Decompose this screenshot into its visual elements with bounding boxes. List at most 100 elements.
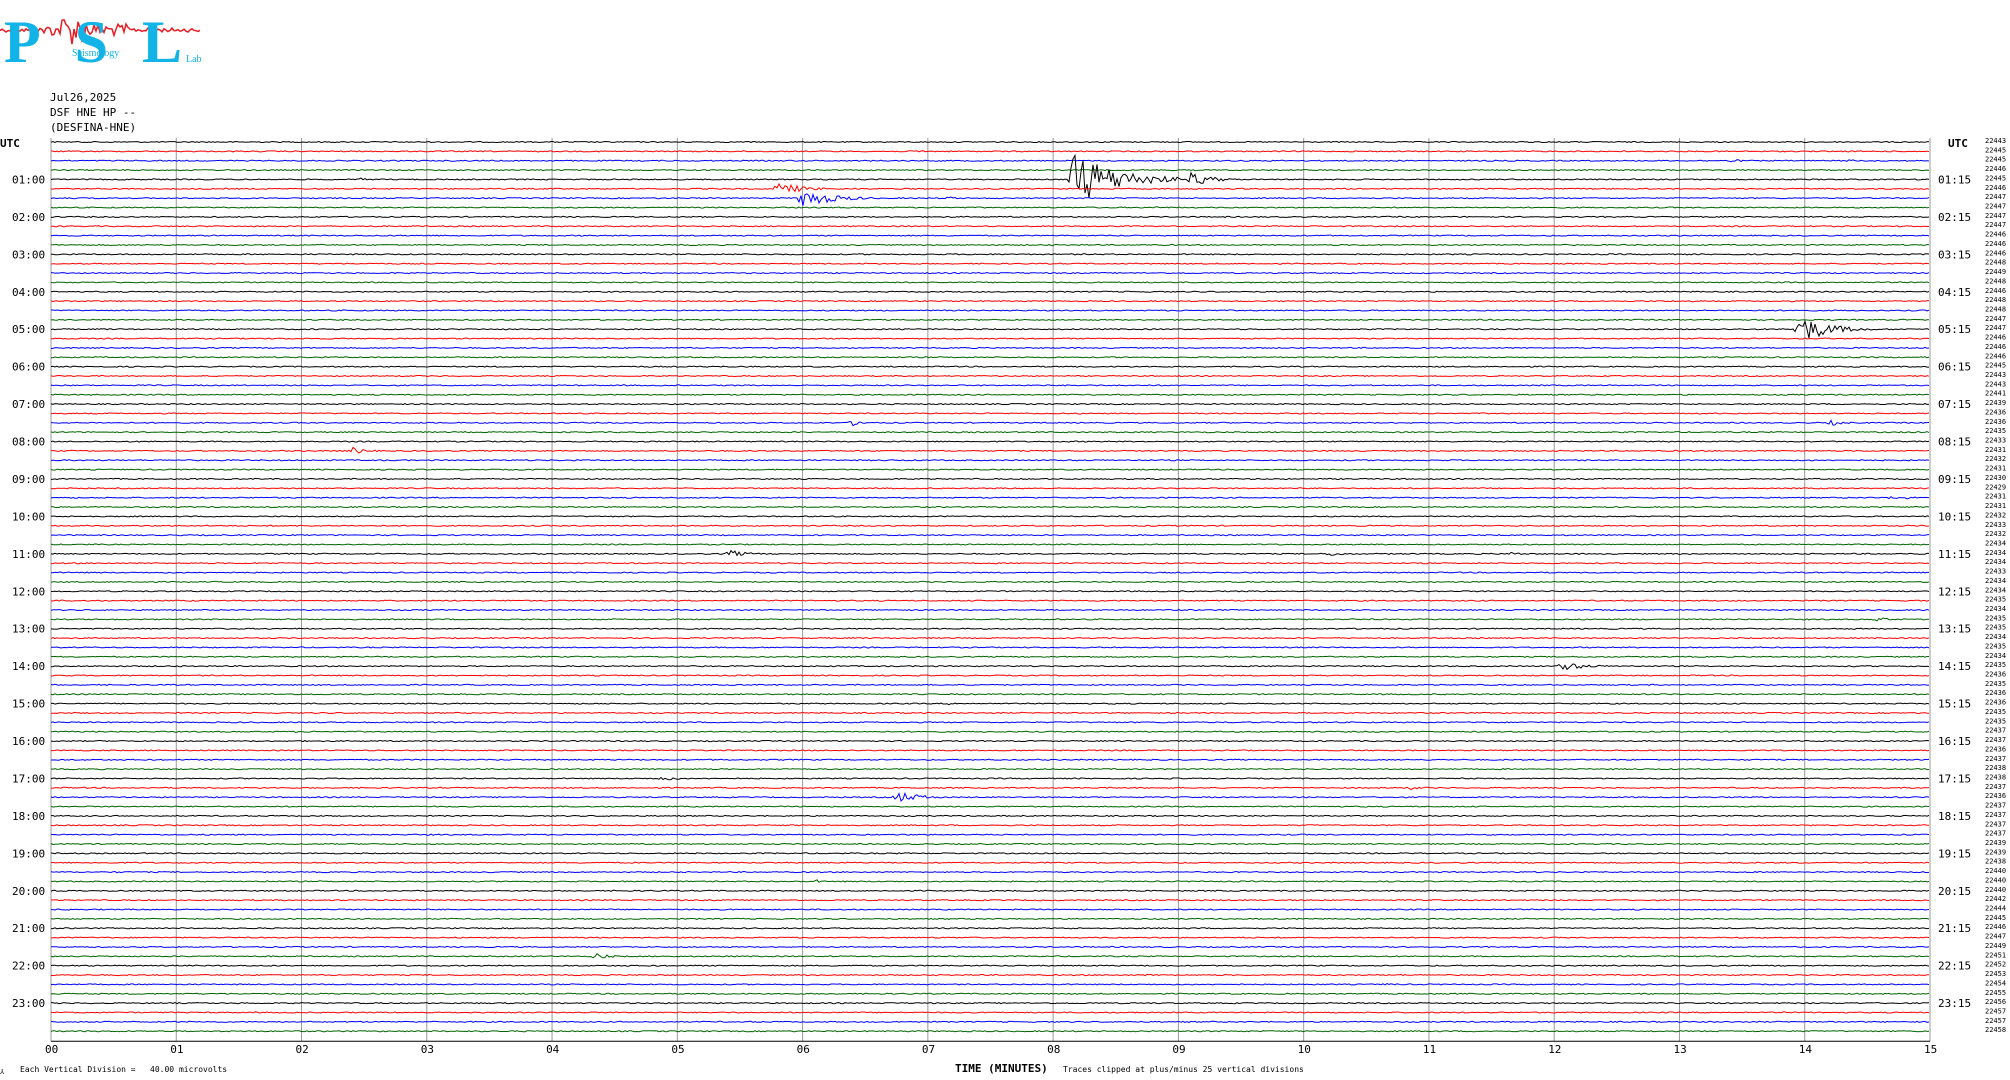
left-hour-label: 16:00 [12,735,45,748]
trace-rms-value: 22435 [1985,642,2006,650]
right-hour-label: 12:15 [1938,585,1971,598]
seismic-trace [50,627,1929,630]
x-axis-title: TIME (MINUTES) [955,1062,1048,1075]
seismic-trace [50,150,1930,153]
right-hour-label: 17:15 [1938,772,1971,785]
right-hour-label: 18:15 [1938,810,1971,823]
trace-rms-value: 22434 [1985,577,2006,585]
minute-tick-label: 03 [421,1043,434,1056]
seismic-trace [50,140,1930,144]
trace-rms-value: 22434 [1985,558,2006,566]
clip-note: Traces clipped at plus/minus 25 vertical… [1063,1065,1304,1074]
right-hour-label: 22:15 [1938,960,1971,973]
seismic-trace [50,487,1930,490]
right-hour-label: 21:15 [1938,922,1971,935]
seismic-trace [50,964,1930,967]
trace-rms-value: 22443 [1985,137,2006,145]
seismic-trace [51,1011,1930,1014]
seismic-trace [50,534,1930,537]
trace-rms-value: 22435 [1985,596,2006,604]
channel-code: DSF HNE HP -- [50,106,136,119]
right-hour-label: 15:15 [1938,698,1971,711]
trace-rms-value: 22446 [1985,334,2006,342]
trace-rms-value: 22432 [1985,455,2006,463]
trace-rms-value: 22446 [1985,352,2006,360]
right-hour-label: 09:15 [1938,473,1971,486]
trace-rms-value: 22437 [1985,755,2006,763]
trace-rms-value: 22446 [1985,184,2006,192]
minute-tick-label: 05 [671,1043,684,1056]
trace-rms-value: 22436 [1985,745,2006,753]
seismic-trace [50,543,1930,546]
seismic-trace [50,617,1930,622]
trace-rms-value: 22437 [1985,830,2006,838]
trace-rms-value: 22431 [1985,493,2006,501]
trace-rms-value: 22435 [1985,717,2006,725]
trace-rms-value: 22437 [1985,802,2006,810]
trace-rms-value: 22445 [1985,174,2006,182]
seismic-trace [50,215,1930,218]
seismic-trace [50,814,1930,818]
left-hour-label: 19:00 [12,847,45,860]
trace-rms-value: 22436 [1985,699,2006,707]
trace-rms-value: 22435 [1985,427,2006,435]
right-hour-label: 05:15 [1938,323,1971,336]
seismic-trace [50,524,1930,527]
right-hour-label: 04:15 [1938,286,1971,299]
record-date: Jul26,2025 [50,91,116,104]
seismic-trace [50,412,1930,415]
left-hour-label: 02:00 [12,211,45,224]
seismic-trace [50,1020,1930,1023]
seismic-trace [50,206,1930,209]
division-note: Each Vertical Division = 40.00 microvolt… [20,1065,227,1074]
right-hour-label: 10:15 [1938,510,1971,523]
left-hour-label: 04:00 [12,286,45,299]
station-header: Jul26,2025 DSF HNE HP -- (DESFINA-HNE) [50,91,136,134]
trace-rms-value: 22435 [1985,614,2006,622]
seismic-trace [50,290,1930,293]
trace-rms-value: 22452 [1985,961,2006,969]
seismic-trace [50,243,1930,247]
trace-rms-value: 22448 [1985,277,2006,285]
seismic-trace [51,758,1930,761]
trace-rms-value: 22447 [1985,221,2006,229]
left-utc-label: UTC [0,137,20,150]
minute-tick-label: 14 [1799,1043,1813,1056]
minute-tick-label: 04 [546,1043,560,1056]
trace-rms-value: 22438 [1985,858,2006,866]
right-hour-label: 16:15 [1938,735,1971,748]
seismic-trace [50,702,1930,706]
seismic-trace [50,440,1930,443]
seismic-trace [51,346,1930,350]
seismic-trace [50,505,1930,509]
seismic-trace [50,393,1930,396]
trace-rms-value: 22431 [1985,446,2006,454]
trace-rms-value: 22436 [1985,418,2006,426]
seismic-trace [50,646,1930,649]
seismic-trace [50,739,1930,743]
trace-rms-value: 22434 [1985,652,2006,660]
trace-rms-value: 22457 [1985,1017,2006,1025]
trace-rms-value: 22448 [1985,305,2006,313]
trace-rms-value: 22456 [1985,998,2006,1006]
seismic-trace [50,281,1930,284]
trace-rms-value: 22437 [1985,820,2006,828]
seismic-trace [50,234,1930,237]
trace-rms-value: 22436 [1985,671,2006,679]
trace-rms-value: 22436 [1985,408,2006,416]
trace-rms-value: 22449 [1985,942,2006,950]
trace-rms-value: 22439 [1985,839,2006,847]
seismic-trace [50,262,1930,265]
left-hour-label: 14:00 [12,660,45,673]
trace-rms-value: 22434 [1985,586,2006,594]
corner-mark: ⅄ [0,1068,5,1076]
trace-rms-value: 22448 [1985,296,2006,304]
seismic-trace [50,992,1930,995]
minute-tick-label: 15 [1924,1043,1937,1056]
seismic-trace [50,879,1930,883]
trace-rms-value: 22446 [1985,240,2006,248]
seismic-trace [50,663,1930,671]
left-hour-label: 07:00 [12,398,45,411]
psl-logo: PSL Seismology Lab [0,9,202,75]
